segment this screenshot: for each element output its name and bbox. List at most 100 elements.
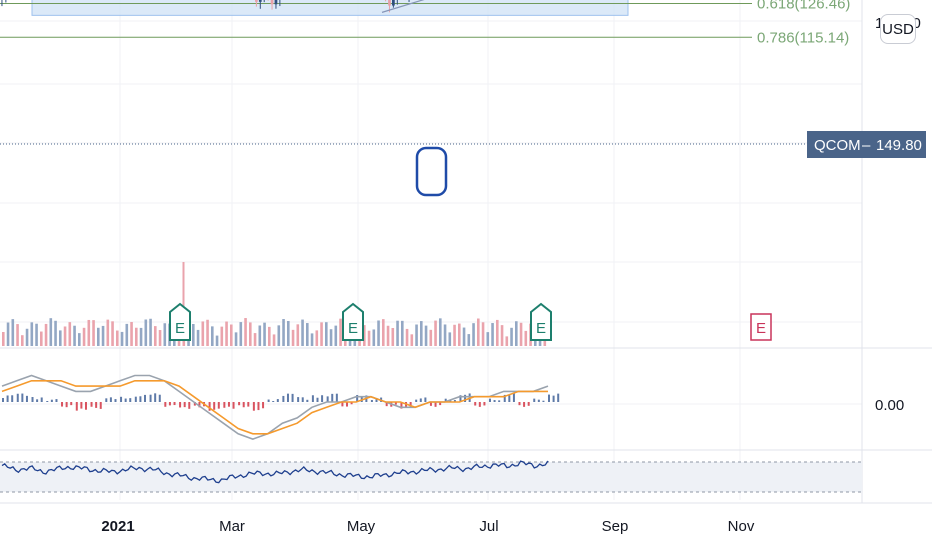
volume-bar xyxy=(272,334,276,346)
macd-histogram-bar xyxy=(537,399,540,402)
macd-histogram-bar xyxy=(252,402,255,411)
volume-bar xyxy=(258,325,262,346)
macd-histogram-bar xyxy=(542,400,545,402)
volume-bars xyxy=(2,262,547,346)
volume-bar xyxy=(386,325,390,346)
volume-bar xyxy=(59,330,62,346)
macd-histogram-bar xyxy=(286,393,289,402)
macd-histogram-bar xyxy=(276,399,279,402)
earnings-marker-shape xyxy=(750,313,772,341)
volume-bar xyxy=(225,321,228,346)
volume-bar xyxy=(130,321,133,346)
macd-histogram-bar xyxy=(158,394,161,402)
volume-bar xyxy=(434,320,437,346)
volume-bar xyxy=(68,322,72,346)
macd-histogram-bar xyxy=(227,402,230,407)
candle-body xyxy=(392,0,395,6)
macd-histogram-bar xyxy=(124,398,127,402)
volume-bar xyxy=(291,329,295,346)
macd-histogram-bar xyxy=(149,394,152,402)
macd-histogram-bar xyxy=(483,402,486,406)
earnings-marker-shape xyxy=(530,302,552,341)
macd-histogram-bar xyxy=(370,400,373,402)
volume-bar xyxy=(82,327,86,346)
macd-histogram-bar xyxy=(139,396,142,402)
volume-bar xyxy=(206,319,209,346)
macd-histogram-bar xyxy=(80,402,83,409)
volume-bar xyxy=(21,335,24,346)
macd-histogram-bar xyxy=(183,402,186,408)
macd-histogram-bar xyxy=(84,402,87,410)
macd-histogram-bar xyxy=(518,402,521,406)
volume-bar xyxy=(329,329,333,346)
macd-histogram-bar xyxy=(498,400,501,402)
volume-bar xyxy=(486,332,490,346)
volume-bar xyxy=(287,321,290,346)
volume-bar xyxy=(320,322,323,346)
macd-histogram-bar xyxy=(548,394,550,402)
grid-lines xyxy=(0,0,932,504)
earnings-marker-label: E xyxy=(536,320,546,337)
time-axis-label: Nov xyxy=(728,518,755,535)
macd-histogram-bar xyxy=(109,397,112,402)
macd-histogram-bar xyxy=(213,402,216,410)
time-axis-label: Mar xyxy=(219,518,245,535)
volume-bar xyxy=(405,328,409,346)
time-axis-label: May xyxy=(347,518,376,535)
macd-histogram-bar xyxy=(394,402,397,405)
volume-bar xyxy=(234,332,238,346)
macd-histogram-bar xyxy=(36,399,39,402)
trendline xyxy=(381,0,425,13)
volume-bar xyxy=(16,324,19,346)
volume-bar xyxy=(211,326,214,346)
volume-bar xyxy=(253,333,257,346)
volume-bar xyxy=(87,319,91,346)
macd-histogram-bar xyxy=(306,399,309,402)
volume-bar xyxy=(505,336,509,346)
macd-histogram-bar xyxy=(257,402,260,411)
macd-histogram-bar xyxy=(335,393,338,402)
macd-histogram-bar xyxy=(25,395,28,402)
volume-bar xyxy=(144,319,148,346)
ticker-badge[interactable]: QCOM – 149.80 xyxy=(807,131,926,158)
volume-bar xyxy=(439,318,442,346)
macd-histogram-bar xyxy=(291,393,294,402)
volume-bar xyxy=(158,330,162,346)
volume-bar xyxy=(315,330,319,346)
volume-bar xyxy=(467,334,471,346)
volume-bar xyxy=(244,318,247,346)
volume-bar xyxy=(277,325,281,346)
volume-bar xyxy=(154,326,157,346)
macd-histogram-bar xyxy=(488,398,491,402)
rectangle-annotation xyxy=(415,146,448,197)
volume-bar xyxy=(6,322,10,346)
support-zone xyxy=(31,0,629,16)
macd-histogram-bar xyxy=(217,402,220,409)
earnings-marker-label: E xyxy=(175,320,185,337)
volume-bar xyxy=(491,323,494,346)
volume-bar xyxy=(125,323,129,346)
time-axis-label: 2021 xyxy=(101,518,134,535)
macd-histogram-bar xyxy=(552,395,555,402)
macd-histogram-bar xyxy=(232,402,235,409)
volume-bar xyxy=(424,325,428,346)
volume-bar xyxy=(268,326,271,346)
currency-button[interactable]: USD xyxy=(880,14,916,44)
volume-bar xyxy=(239,322,243,346)
candle-body xyxy=(388,0,391,6)
macd-histogram-bar xyxy=(31,397,34,402)
candle-body xyxy=(274,0,278,5)
macd-pane: 0.00 xyxy=(1,374,904,440)
volume-bar xyxy=(510,327,513,346)
macd-histogram-bar xyxy=(70,402,73,406)
volume-bar xyxy=(462,327,466,346)
macd-histogram-bar xyxy=(75,402,78,411)
macd-histogram-bar xyxy=(61,402,64,407)
volume-bar xyxy=(25,328,29,346)
time-axis-label: Sep xyxy=(602,518,629,535)
macd-histogram-bar xyxy=(512,393,515,402)
macd-histogram-bar xyxy=(282,395,285,402)
volume-bar xyxy=(367,330,371,346)
volume-bar xyxy=(448,332,452,346)
